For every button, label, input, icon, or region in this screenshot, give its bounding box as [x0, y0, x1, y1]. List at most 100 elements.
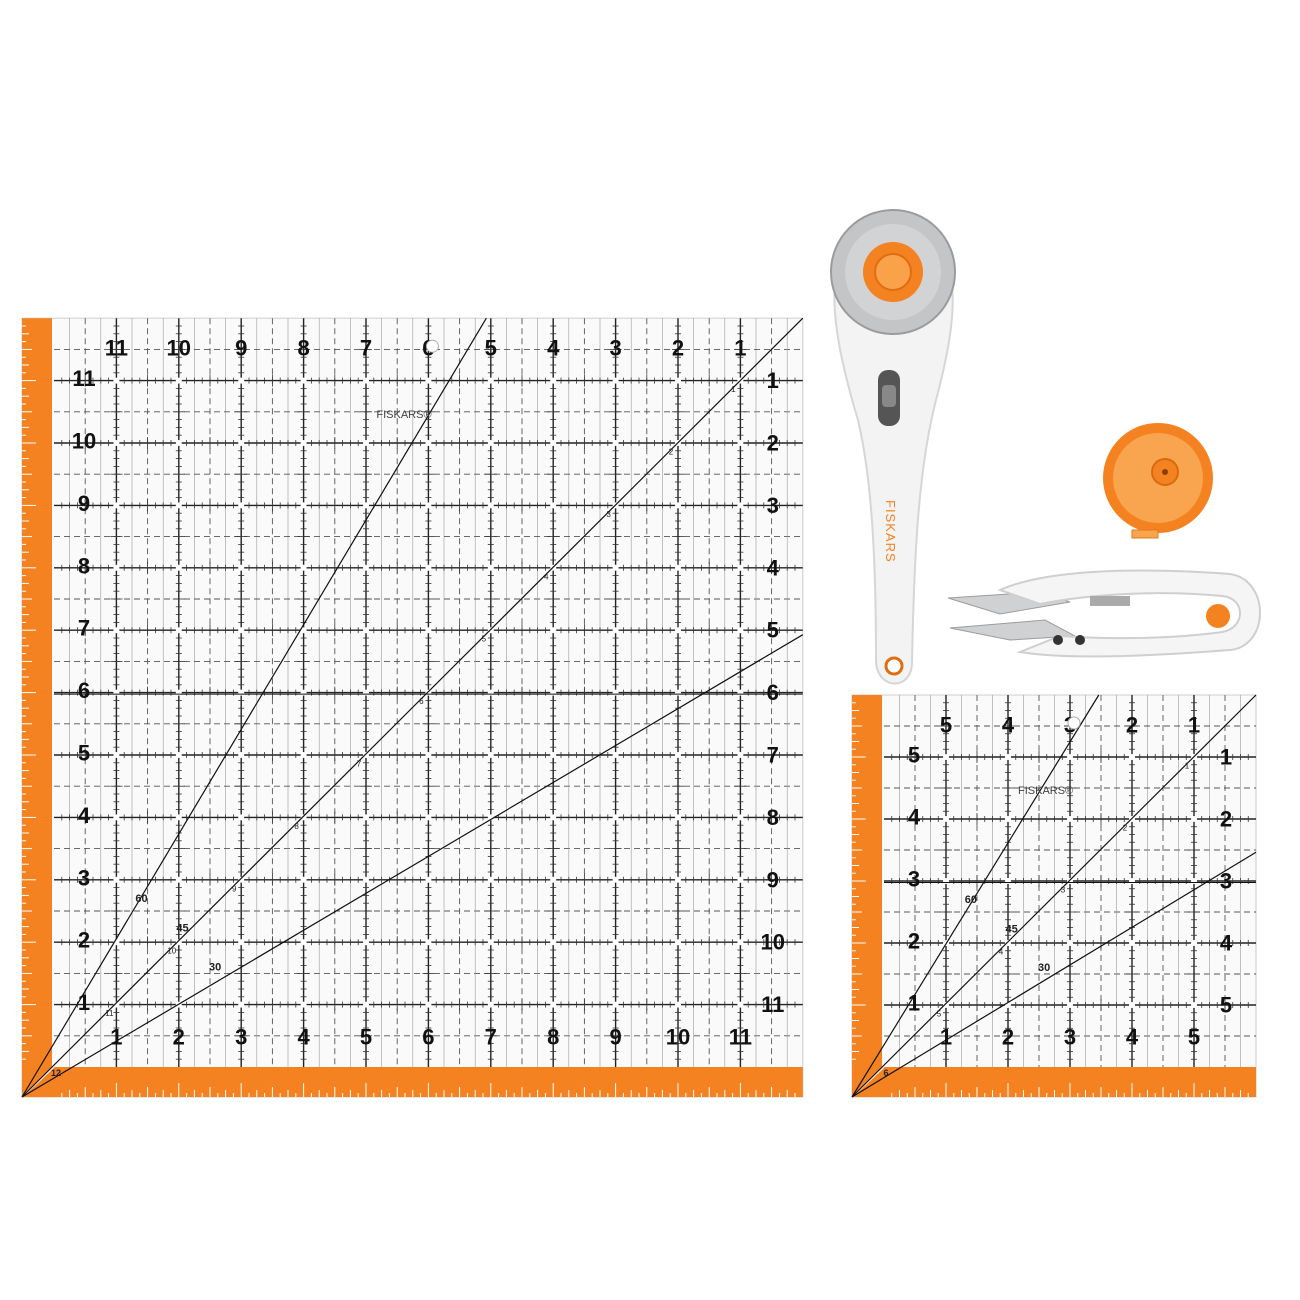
grid-intersection: [1191, 940, 1197, 946]
top-label: 8: [297, 336, 309, 361]
right-label: 4: [1220, 931, 1233, 956]
left-label: 1: [78, 990, 90, 1015]
left-label: 11: [72, 366, 95, 391]
grid-intersection: [175, 377, 182, 384]
grid-intersection: [1005, 878, 1011, 884]
left-label: 4: [78, 803, 91, 828]
top-label: 3: [609, 336, 621, 361]
diagonal-label: 3: [1061, 886, 1066, 895]
grid-intersection: [550, 627, 557, 634]
grid-intersection: [1067, 1002, 1073, 1008]
grid-intersection: [363, 564, 369, 571]
top-label: 1: [1188, 713, 1200, 738]
left-label: 3: [78, 865, 90, 890]
grid-intersection: [238, 377, 245, 384]
diagonal-label: 4: [544, 572, 549, 581]
grid-intersection: [675, 814, 681, 821]
diagonal-label: 11: [105, 1009, 114, 1018]
angle-label: 30: [1038, 962, 1050, 974]
grid-intersection: [487, 1001, 494, 1008]
grid-intersection: [675, 939, 681, 946]
bottom-label: 7: [485, 1025, 497, 1050]
grid-intersection: [300, 564, 307, 571]
angle-line-60: [21, 317, 487, 1098]
grid-intersection: [675, 564, 681, 571]
grid-intersection: [363, 752, 369, 758]
grid-intersection: [737, 627, 744, 634]
grid-intersection: [425, 627, 432, 634]
grid-intersection: [550, 814, 557, 821]
angle-line-30: [851, 851, 1257, 1098]
top-label: 7: [360, 336, 372, 361]
grid-intersection: [113, 440, 120, 446]
grid-intersection: [675, 377, 681, 384]
grid-intersection: [487, 876, 494, 883]
grid-intersection: [300, 1001, 307, 1008]
diagonal-label: 9: [232, 884, 237, 893]
grid-intersection: [238, 689, 245, 696]
grid-intersection: [943, 878, 949, 884]
grid-intersection: [737, 876, 744, 883]
top-label: 4: [1002, 713, 1015, 738]
corner-size-label: 12: [51, 1068, 61, 1078]
right-label: 2: [1220, 807, 1232, 832]
tape-measure: [1103, 423, 1213, 539]
grid-intersection: [550, 939, 557, 946]
grid-intersection: [1129, 1002, 1135, 1008]
grid-intersection: [1191, 816, 1197, 822]
grid-intersection: [238, 502, 245, 509]
grid-intersection: [300, 502, 307, 509]
ruler-hanging-hole: [1067, 716, 1081, 730]
grid-intersection: [612, 440, 619, 446]
top-label: 5: [940, 713, 952, 738]
angle-label: 45: [176, 923, 188, 935]
grid-intersection: [363, 440, 369, 446]
grid-intersection: [425, 564, 432, 571]
grid-intersection: [113, 564, 120, 571]
grid-intersection: [113, 377, 120, 384]
grid-intersection: [363, 814, 369, 821]
grid-intersection: [550, 752, 557, 758]
angle-line-60: [851, 694, 1100, 1098]
grid-intersection: [1129, 754, 1135, 760]
grid-intersection: [737, 1001, 744, 1008]
grid-intersection: [238, 1001, 245, 1008]
right-label: 3: [1220, 869, 1232, 894]
bottom-label: 9: [609, 1025, 621, 1050]
top-label: 4: [547, 336, 560, 361]
grid-intersection: [238, 440, 245, 446]
diagonal-label: 5: [482, 635, 487, 644]
right-label: 8: [767, 805, 779, 830]
diagonal-label: 2: [669, 448, 674, 457]
grid-intersection: [363, 627, 369, 634]
grid-intersection: [425, 689, 432, 696]
grid-intersection: [1067, 878, 1073, 884]
grid-intersection: [1005, 816, 1011, 822]
grid-intersection: [612, 752, 619, 758]
top-label: 10: [167, 336, 191, 361]
grid-intersection: [550, 876, 557, 883]
bottom-label: 2: [173, 1025, 185, 1050]
left-label: 1: [908, 991, 920, 1016]
grid-intersection: [175, 752, 182, 758]
left-label: 5: [78, 741, 90, 766]
grid-intersection: [363, 876, 369, 883]
grid-intersection: [675, 502, 681, 509]
grid-intersection: [943, 1002, 949, 1008]
diagonal-label: 6: [419, 697, 424, 706]
grid-intersection: [1005, 940, 1011, 946]
grid-intersection: [425, 814, 432, 821]
ruler-brand-logo: FISKARS®: [1018, 785, 1073, 797]
right-label: 5: [1220, 993, 1232, 1018]
grid-intersection: [487, 939, 494, 946]
grid-intersection: [238, 752, 245, 758]
12-inch-square-ruler: 6045301110987654321111111022293338444755…: [21, 317, 804, 1098]
grid-intersection: [363, 377, 369, 384]
angle-label: 30: [209, 961, 221, 973]
snips-handle: [997, 569, 1261, 658]
grid-intersection: [1067, 754, 1073, 760]
grid-intersection: [300, 939, 307, 946]
bottom-label: 5: [360, 1025, 372, 1050]
grid-intersection: [363, 502, 369, 509]
right-label: 4: [767, 555, 780, 580]
